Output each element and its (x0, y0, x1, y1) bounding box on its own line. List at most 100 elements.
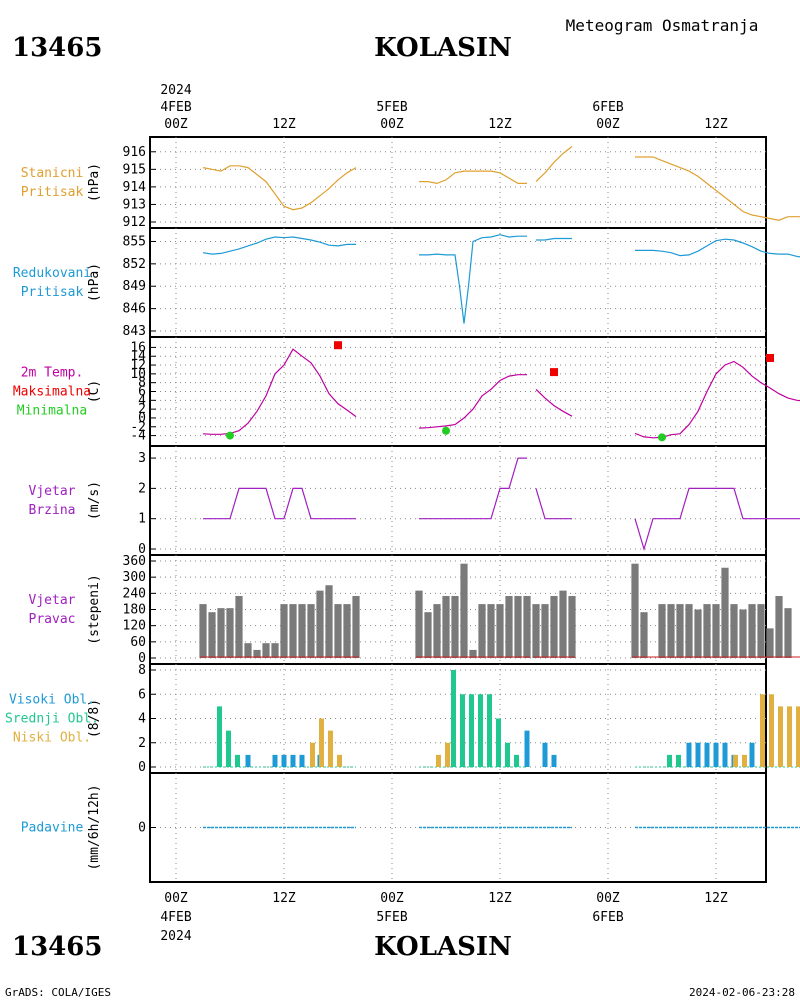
wind-direction-bar (469, 649, 477, 658)
y-tick-label: 60 (130, 635, 146, 650)
wind-direction-bar (280, 604, 288, 658)
series-line (536, 237, 572, 241)
panel-label: Srednji Obl. (5, 712, 99, 727)
wind-direction-bar (226, 608, 234, 658)
station-id-top: 13465 (12, 33, 102, 63)
y-tick-label: 1 (138, 512, 146, 527)
y-tick-label: 360 (123, 554, 146, 569)
y-axis-unit: (hPa) (87, 163, 102, 202)
cloud-bar (722, 742, 728, 767)
wind-direction-bar (343, 604, 351, 658)
y-tick-label: 8 (138, 376, 146, 391)
wind-direction-bar (721, 567, 729, 658)
y-tick-label: 916 (123, 145, 146, 160)
max-temp-marker (766, 353, 774, 362)
panel-label: Maksimalna (13, 385, 91, 400)
cloud-bar (686, 742, 692, 767)
panel-frame (149, 336, 767, 447)
panels: 912913914915916(hPa)StanicniPritisak8438… (5, 136, 800, 883)
series-line (203, 487, 356, 520)
max-temp-marker (334, 341, 342, 350)
panel-label: Padavine (21, 821, 84, 836)
panel-label: Niski Obl. (13, 731, 91, 746)
y-tick-label: 846 (123, 302, 146, 317)
wind-direction-bar (532, 604, 540, 658)
cloud-bar (478, 694, 483, 767)
date-label-bottom: 5FEB (376, 910, 407, 925)
cloud-bar (451, 670, 456, 767)
cloud-bar (749, 742, 755, 767)
cloud-bar (787, 706, 792, 767)
wind-direction-bar (685, 604, 693, 658)
y-tick-label: 914 (123, 180, 147, 195)
wind-direction-bar (460, 563, 468, 658)
y-tick-label: 849 (123, 279, 146, 294)
panel-precipitation: 0 (mm/6h/12h)Padavine (21, 772, 800, 883)
wind-direction-bar (775, 596, 783, 658)
y-tick-label: 0 (138, 760, 146, 775)
wind-direction-bar (424, 612, 432, 658)
date-label-top: 5FEB (376, 100, 407, 115)
y-tick-label: 180 (123, 603, 146, 618)
y-tick-label: 912 (123, 215, 146, 230)
wind-direction-bar (676, 604, 684, 658)
panel-label: Pritisak (21, 285, 84, 300)
date-label-bottom: 6FEB (592, 910, 623, 925)
panel-wind_speed: 0 1 2 3 (m/s) Vjetar Brzina (29, 445, 800, 557)
y-tick-label: -2 (130, 420, 146, 435)
cloud-bar (436, 754, 441, 767)
cloud-bar (760, 694, 765, 767)
panel-label: Redukovani (13, 266, 91, 281)
time-tick-top: 00Z (380, 117, 404, 132)
panel-frame (149, 136, 767, 229)
wind-direction-bar (235, 596, 243, 658)
y-tick-label: 0 (138, 542, 146, 557)
series-line (535, 488, 572, 520)
time-tick-top: 12Z (488, 117, 512, 132)
y-tick-label: 0 (138, 651, 146, 666)
wind-direction-bar (784, 608, 792, 658)
time-tick-bottom: 00Z (380, 891, 404, 906)
wind-direction-bar (640, 612, 648, 658)
temperature-line (418, 374, 527, 429)
cloud-bar (487, 694, 492, 767)
wind-direction-bar (631, 563, 639, 658)
time-tick-bottom: 12Z (272, 891, 296, 906)
time-tick-top: 00Z (596, 117, 620, 132)
series-line (202, 165, 357, 211)
y-tick-label: 8 (138, 663, 146, 678)
y-tick-label: 852 (123, 257, 146, 272)
wind-direction-bar (478, 604, 486, 658)
y-axis-unit: (hPa) (87, 263, 102, 302)
cloud-bar (676, 754, 681, 767)
station-name-bottom: KOLASIN (374, 932, 512, 962)
wind-direction-bar (289, 604, 297, 658)
wind-direction-bar (334, 604, 342, 658)
date-label-top: 4FEB (160, 100, 191, 115)
cloud-bar (337, 754, 342, 767)
panel-frame (149, 445, 767, 556)
date-label-bottom: 4FEB (160, 910, 191, 925)
time-tick-top: 00Z (164, 117, 188, 132)
time-tick-bottom: 00Z (596, 891, 620, 906)
wind-direction-bar (514, 596, 522, 658)
y-axis-unit: (C) (87, 380, 102, 403)
y-axis-unit: (8/8) (87, 699, 102, 738)
wind-direction-bar (451, 596, 459, 658)
cloud-bar (551, 754, 557, 767)
cloud-bar (505, 742, 510, 767)
y-tick-label: 4 (138, 712, 146, 727)
cloud-bar (695, 742, 701, 767)
y-tick-label: 12 (130, 358, 146, 373)
year-bottom: 2024 (160, 929, 191, 944)
wind-direction-bar (712, 604, 720, 658)
series-line (419, 170, 527, 185)
wind-direction-bar (442, 596, 450, 658)
series-line (635, 156, 800, 221)
min-temp-marker (658, 433, 666, 442)
y-tick-label: 240 (123, 586, 146, 601)
y-tick-label: 913 (123, 197, 146, 212)
panel-label: 2m Temp. (21, 366, 84, 381)
min-temp-marker (226, 431, 234, 440)
